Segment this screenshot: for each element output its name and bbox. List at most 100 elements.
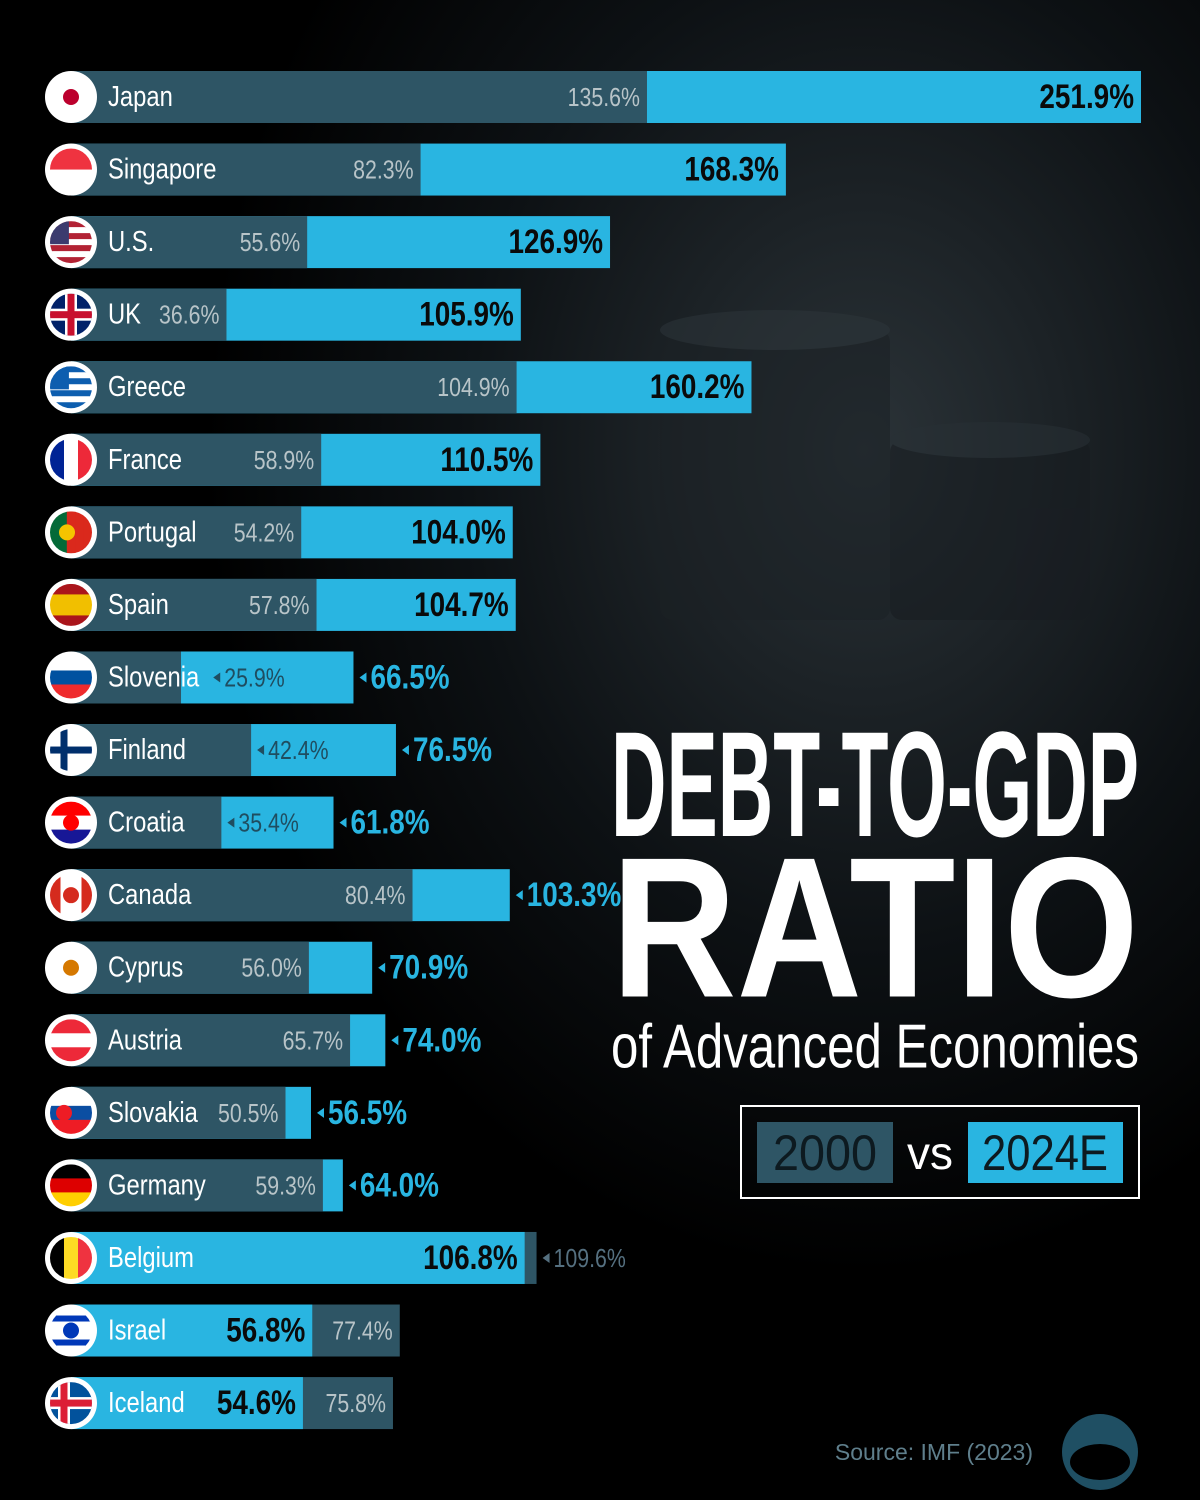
pointer-arrow	[391, 1035, 399, 1046]
value-label: 251.9%	[1039, 78, 1134, 116]
flag	[45, 216, 97, 269]
flag-face	[50, 656, 92, 699]
flag-face	[50, 366, 92, 409]
flag-face	[50, 583, 92, 626]
pointer-arrow	[257, 745, 265, 756]
flag-face	[50, 1019, 92, 1062]
pointer-arrow	[515, 890, 523, 901]
value-label: 56.5%	[328, 1094, 407, 1132]
flag-stripe	[50, 829, 92, 844]
value-label: 77.4%	[332, 1316, 392, 1346]
flag-stripe	[50, 1119, 92, 1134]
flag	[45, 869, 97, 922]
flag-stripe	[50, 656, 92, 671]
bar	[71, 869, 413, 922]
bar	[71, 578, 317, 631]
flag-stripe	[50, 670, 92, 685]
flag-stripe	[75, 511, 85, 554]
flag-stripe	[50, 372, 92, 379]
flag-stripe	[50, 221, 92, 228]
category-label: Austria	[108, 1024, 183, 1056]
bar	[71, 1086, 286, 1139]
flag-stripe	[50, 615, 92, 626]
value-label: 54.2%	[234, 517, 294, 547]
flag-cross	[60, 729, 68, 772]
flag	[45, 71, 97, 123]
flag-stripe	[50, 1164, 92, 1179]
flag	[45, 578, 97, 631]
pointer-arrow	[378, 962, 386, 973]
flag-stripe	[81, 874, 92, 917]
value-label: 110.5%	[440, 441, 533, 479]
bar	[71, 216, 308, 269]
bar	[71, 1304, 313, 1357]
value-label: 36.6%	[159, 300, 219, 330]
flag-face	[50, 511, 92, 554]
pointer-arrow	[316, 1107, 324, 1118]
bars: Japan 135.6% 251.9% Singapore 82.3% 168.3% U.S…	[45, 71, 1141, 1430]
flag	[45, 288, 97, 341]
category-label: UK	[108, 299, 142, 331]
flag	[45, 1231, 97, 1284]
title-line: DEBT-TO-GDP	[611, 700, 1139, 868]
bar	[71, 941, 309, 994]
flag-stripe	[50, 1236, 65, 1279]
title-line: RATIO	[611, 817, 1139, 1040]
flag-stripe	[50, 227, 92, 234]
flag-face	[50, 293, 92, 336]
flag-stripe	[50, 1019, 92, 1034]
category-label: Spain	[108, 589, 169, 621]
pointer-arrow	[401, 745, 409, 756]
value-label: 61.8%	[351, 804, 430, 842]
flag-stripe	[50, 583, 92, 595]
legend-label: 2000	[773, 1125, 877, 1181]
value-label: 106.8%	[423, 1239, 518, 1277]
flag	[45, 1159, 97, 1212]
flag-stripe	[50, 239, 92, 246]
flag-emblem	[56, 1104, 72, 1121]
category-label: Israel	[108, 1315, 166, 1347]
value-label: 35.4%	[238, 808, 298, 838]
flag	[45, 506, 97, 559]
flag-face	[50, 438, 92, 481]
category-label: Singapore	[108, 154, 216, 186]
flag-face	[50, 1164, 92, 1207]
value-label: 66.5%	[370, 658, 449, 696]
flag-stripe	[50, 438, 65, 481]
flag-cross	[50, 1399, 92, 1407]
flag	[45, 1377, 97, 1430]
value-label: 75.8%	[326, 1388, 386, 1418]
flag-stripe	[50, 251, 92, 258]
flag-stripe	[50, 1315, 92, 1323]
flag-face	[50, 801, 92, 844]
pointer-arrow	[348, 1180, 356, 1191]
logo	[1062, 1414, 1138, 1490]
flag	[45, 651, 97, 704]
value-label: 50.5%	[218, 1098, 278, 1128]
category-label: Canada	[108, 879, 192, 911]
flag-stripe	[50, 148, 92, 171]
flag-stripe	[78, 438, 92, 481]
flag-stripe	[50, 1178, 92, 1193]
value-label: 168.3%	[684, 151, 779, 189]
flag-face	[50, 1309, 92, 1352]
flag-stripe	[50, 604, 92, 616]
flag-stripe	[50, 366, 92, 373]
flag-emblem	[63, 887, 79, 904]
value-label: 74.0%	[402, 1021, 481, 1059]
pointer-arrow	[227, 817, 235, 828]
flag	[45, 361, 97, 414]
flag-stripe	[50, 1091, 92, 1107]
flag-stripe	[50, 233, 92, 240]
value-label: 57.8%	[249, 590, 309, 620]
flag-stripe	[50, 169, 92, 191]
category-label: France	[108, 444, 182, 476]
value-label: 42.4%	[268, 735, 328, 765]
value-label: 70.9%	[389, 949, 468, 987]
value-label: 109.6%	[554, 1243, 626, 1273]
flag-stripe	[78, 1236, 92, 1279]
flag-stripe	[50, 245, 92, 252]
flag-face	[50, 221, 92, 264]
flag-emblem	[63, 89, 79, 105]
